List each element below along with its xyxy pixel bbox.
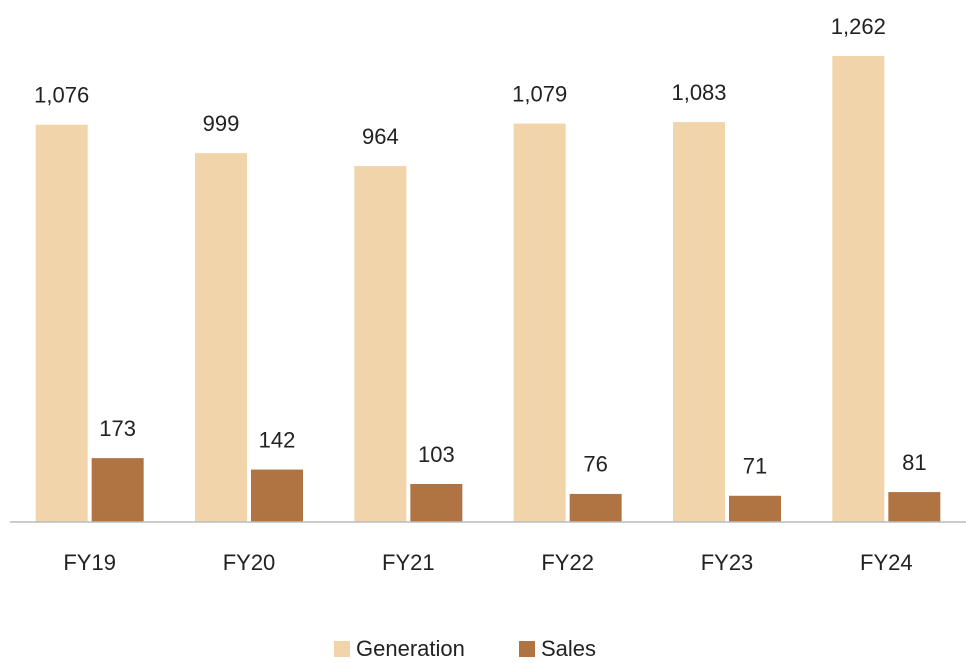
bar <box>91 458 144 522</box>
bar <box>513 123 566 522</box>
data-label: 964 <box>362 124 399 149</box>
data-label: 1,079 <box>512 81 567 106</box>
x-tick-label: FY24 <box>860 550 913 575</box>
bar <box>195 153 247 522</box>
x-tick-label: FY21 <box>382 550 435 575</box>
legend-label: Generation <box>356 636 465 661</box>
data-label: 81 <box>902 450 926 475</box>
bar <box>410 483 463 522</box>
data-label: 76 <box>583 452 607 477</box>
legend-swatch <box>334 641 350 657</box>
legend-swatch <box>519 641 535 657</box>
bar <box>729 495 781 522</box>
legend-label: Sales <box>541 636 596 661</box>
bar <box>354 166 407 523</box>
bar <box>832 56 885 522</box>
bar <box>673 122 725 522</box>
x-tick-label: FY22 <box>541 550 594 575</box>
data-label: 1,076 <box>34 82 89 107</box>
data-label: 1,262 <box>831 14 886 39</box>
x-tick-label: FY19 <box>63 550 116 575</box>
data-label: 999 <box>203 111 240 136</box>
data-label: 142 <box>259 427 296 452</box>
data-label: 71 <box>743 454 767 479</box>
data-label: 103 <box>418 442 455 467</box>
bar <box>888 492 941 522</box>
data-label: 1,083 <box>671 80 726 105</box>
x-tick-label: FY20 <box>223 550 276 575</box>
bar <box>569 493 622 522</box>
data-label: 173 <box>99 416 136 441</box>
bar <box>251 469 303 522</box>
x-tick-label: FY23 <box>701 550 754 575</box>
bar <box>35 124 88 522</box>
